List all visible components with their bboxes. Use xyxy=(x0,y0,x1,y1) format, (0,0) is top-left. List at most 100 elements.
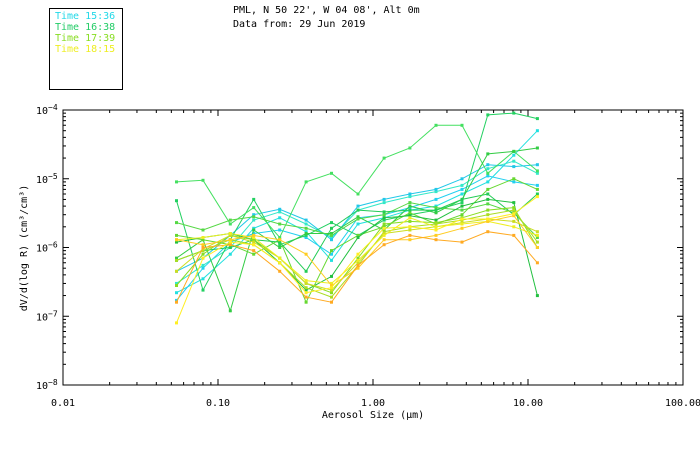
data-point xyxy=(382,210,386,214)
data-point xyxy=(356,261,360,265)
data-point xyxy=(330,288,333,292)
data-point xyxy=(512,219,516,223)
data-point xyxy=(382,197,386,201)
data-point xyxy=(304,291,308,295)
data-point xyxy=(408,219,412,223)
data-point xyxy=(278,246,282,249)
data-point xyxy=(356,263,360,267)
x-tick-label: 0.01 xyxy=(51,398,75,409)
y-tick-exponent: −7 xyxy=(48,309,58,318)
data-point xyxy=(175,233,178,237)
data-point xyxy=(434,225,438,229)
data-point xyxy=(408,228,412,232)
data-point xyxy=(486,180,490,184)
data-point xyxy=(228,309,232,313)
data-point xyxy=(535,187,539,191)
data-point xyxy=(434,238,438,242)
data-point xyxy=(535,146,539,150)
data-point xyxy=(486,167,490,171)
data-point xyxy=(382,216,386,220)
data-point xyxy=(382,232,386,235)
data-point xyxy=(175,300,178,304)
data-point xyxy=(252,218,256,222)
data-point xyxy=(356,266,360,270)
data-point xyxy=(460,226,464,230)
data-point xyxy=(486,230,490,234)
data-point xyxy=(330,291,333,295)
y-tick-exponent: −5 xyxy=(48,172,58,181)
data-point xyxy=(228,218,232,222)
data-point xyxy=(304,281,308,285)
data-point xyxy=(252,215,256,219)
data-point xyxy=(175,321,178,325)
data-point xyxy=(201,288,205,292)
data-point xyxy=(304,232,308,235)
y-tick-label: 10−7 xyxy=(36,309,58,323)
data-point xyxy=(304,218,308,222)
data-point xyxy=(330,274,333,278)
data-point xyxy=(330,295,333,299)
data-point xyxy=(460,123,464,127)
y-tick-exponent: −6 xyxy=(48,241,58,250)
data-point xyxy=(460,217,464,221)
y-tick-label: 10−6 xyxy=(36,241,58,255)
data-point xyxy=(330,281,333,285)
data-point xyxy=(330,232,333,235)
data-point xyxy=(330,221,333,225)
data-point xyxy=(535,117,539,121)
data-point xyxy=(512,214,516,218)
data-point xyxy=(201,249,205,253)
data-point xyxy=(434,197,438,201)
data-point xyxy=(460,177,464,181)
y-tick-exponent: −4 xyxy=(48,103,58,112)
data-point xyxy=(330,233,333,237)
data-point xyxy=(252,206,256,210)
data-point xyxy=(486,152,490,156)
series-16 xyxy=(175,214,539,287)
data-point xyxy=(434,190,438,194)
data-point xyxy=(356,233,360,237)
data-point xyxy=(382,226,386,230)
x-axis-label: Aerosol Size (μm) xyxy=(322,410,424,421)
data-point xyxy=(201,178,205,182)
data-point xyxy=(408,201,412,205)
series-line xyxy=(176,217,538,284)
data-point xyxy=(535,192,539,196)
data-point xyxy=(382,228,386,232)
data-point xyxy=(175,221,178,225)
data-point xyxy=(304,269,308,273)
data-point xyxy=(278,240,282,244)
data-point xyxy=(201,243,205,247)
data-point xyxy=(408,208,412,212)
data-point xyxy=(382,222,386,226)
data-point xyxy=(486,208,490,212)
data-point xyxy=(535,183,539,187)
data-point xyxy=(356,252,360,256)
data-point xyxy=(278,261,282,265)
data-point xyxy=(201,266,205,270)
data-point xyxy=(535,171,539,175)
data-point xyxy=(252,240,256,244)
data-point xyxy=(278,269,282,273)
data-point xyxy=(382,201,386,205)
data-point xyxy=(382,156,386,160)
data-point xyxy=(486,197,490,201)
data-point xyxy=(330,300,333,304)
data-point xyxy=(330,252,333,256)
data-point xyxy=(175,284,178,287)
data-point xyxy=(512,208,516,212)
data-point xyxy=(228,233,232,237)
data-point xyxy=(408,146,412,150)
y-tick-exponent: −8 xyxy=(48,378,58,387)
data-point xyxy=(486,213,490,217)
data-point xyxy=(356,192,360,196)
y-tick-base: 10 xyxy=(36,244,48,255)
data-point xyxy=(535,195,539,199)
data-point xyxy=(460,183,464,187)
data-point xyxy=(408,195,412,199)
data-point xyxy=(535,240,539,244)
data-point xyxy=(252,197,256,201)
series-1 xyxy=(175,129,539,295)
data-point xyxy=(356,236,360,239)
y-tick-label: 10−4 xyxy=(36,103,58,117)
